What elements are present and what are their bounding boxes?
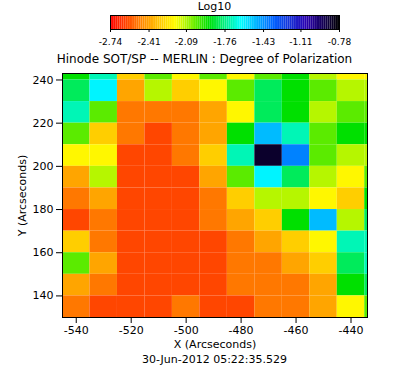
svg-text:-460: -460 xyxy=(284,324,309,337)
svg-text:Y (Arcseconds): Y (Arcseconds) xyxy=(16,155,29,238)
svg-text:220: 220 xyxy=(33,117,54,130)
svg-text:-540: -540 xyxy=(64,324,89,337)
html-text:Hinode SOT/SP -- MERLIN : Degr: Hinode SOT/SP -- MERLIN : Degree of Pola… xyxy=(56,52,353,66)
svg-text:-520: -520 xyxy=(119,324,144,337)
svg-text:-2.74: -2.74 xyxy=(99,37,123,47)
svg-text:-1.76: -1.76 xyxy=(213,37,237,47)
svg-text:-440: -440 xyxy=(339,324,364,337)
svg-text:-480: -480 xyxy=(229,324,254,337)
html-text:Log10: Log10 xyxy=(197,0,232,13)
svg-text:180: 180 xyxy=(33,203,54,216)
html-text:30-Jun-2012 05:22:35.529: 30-Jun-2012 05:22:35.529 xyxy=(141,353,288,366)
svg-text:200: 200 xyxy=(33,160,54,173)
svg-text:140: 140 xyxy=(33,289,54,302)
svg-text:-500: -500 xyxy=(174,324,199,337)
svg-text:X (Arcseconds): X (Arcseconds) xyxy=(174,338,256,351)
svg-text:-1.11: -1.11 xyxy=(289,37,312,47)
svg-text:-2.41: -2.41 xyxy=(137,37,160,47)
svg-text:160: 160 xyxy=(33,246,54,259)
svg-text:240: 240 xyxy=(33,73,54,86)
svg-text:-0.78: -0.78 xyxy=(328,37,352,47)
svg-text:-1.43: -1.43 xyxy=(252,37,275,47)
svg-text:-2.09: -2.09 xyxy=(175,37,199,47)
